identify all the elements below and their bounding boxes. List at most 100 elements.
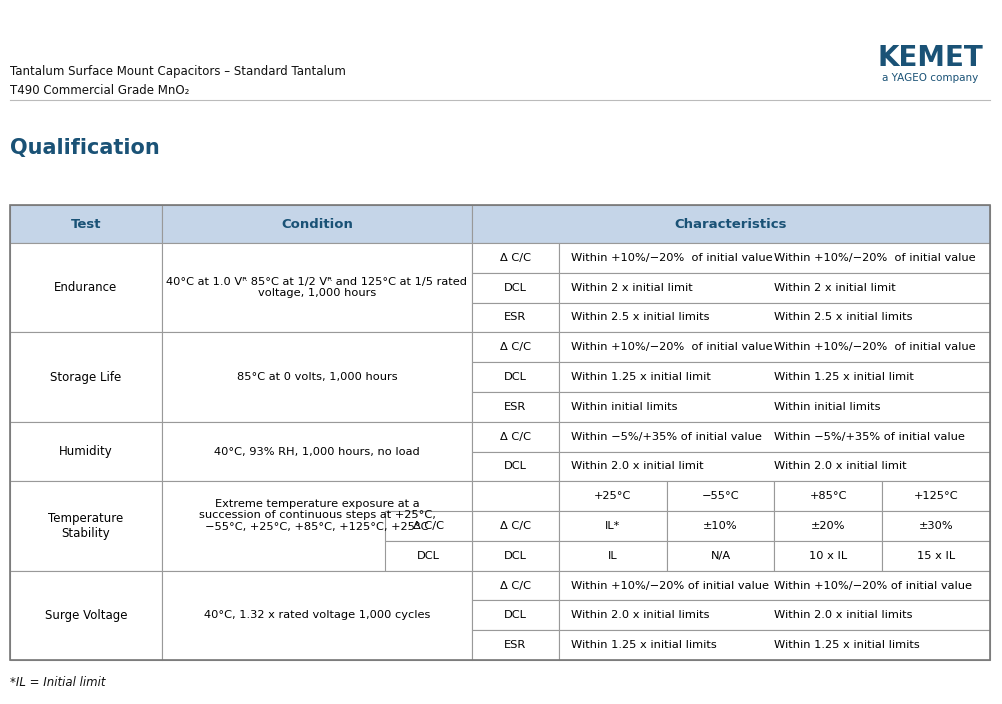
FancyBboxPatch shape	[559, 392, 990, 422]
FancyBboxPatch shape	[162, 332, 472, 422]
Text: Test: Test	[71, 218, 101, 230]
Text: +125°C: +125°C	[914, 491, 959, 501]
Text: 40°C, 1.32 x rated voltage 1,000 cycles: 40°C, 1.32 x rated voltage 1,000 cycles	[203, 610, 430, 620]
Text: Δ C/C: Δ C/C	[413, 521, 444, 531]
FancyBboxPatch shape	[666, 482, 775, 511]
Text: 10 x IL: 10 x IL	[810, 551, 848, 561]
Text: Tantalum Surface Mount Capacitors – Standard Tantalum: Tantalum Surface Mount Capacitors – Stan…	[10, 65, 346, 79]
Text: Within 2.0 x initial limits: Within 2.0 x initial limits	[571, 610, 709, 620]
Text: Within +10%/−20%  of initial value: Within +10%/−20% of initial value	[775, 342, 976, 352]
Text: 15 x IL: 15 x IL	[917, 551, 955, 561]
FancyBboxPatch shape	[10, 571, 162, 660]
Text: ESR: ESR	[504, 313, 527, 322]
FancyBboxPatch shape	[775, 511, 882, 541]
Text: ESR: ESR	[504, 640, 527, 650]
Text: Within 1.25 x initial limit: Within 1.25 x initial limit	[571, 372, 710, 382]
Text: Within 2 x initial limit: Within 2 x initial limit	[571, 283, 692, 293]
FancyBboxPatch shape	[559, 601, 990, 630]
Text: ESR: ESR	[504, 402, 527, 412]
Text: ±10%: ±10%	[703, 521, 737, 531]
Text: ±20%: ±20%	[812, 521, 846, 531]
Text: Within initial limits: Within initial limits	[775, 402, 881, 412]
FancyBboxPatch shape	[472, 511, 559, 541]
FancyBboxPatch shape	[472, 482, 559, 511]
Text: Within +10%/−20%  of initial value: Within +10%/−20% of initial value	[571, 253, 773, 263]
FancyBboxPatch shape	[472, 392, 559, 422]
FancyBboxPatch shape	[882, 511, 990, 541]
FancyBboxPatch shape	[472, 571, 559, 601]
FancyBboxPatch shape	[559, 243, 990, 272]
FancyBboxPatch shape	[882, 541, 990, 571]
Text: Humidity: Humidity	[59, 445, 113, 458]
Text: *IL = Initial limit: *IL = Initial limit	[10, 676, 105, 689]
FancyBboxPatch shape	[472, 332, 559, 362]
FancyBboxPatch shape	[666, 511, 775, 541]
Text: Δ C/C: Δ C/C	[500, 581, 531, 591]
Text: −55°C: −55°C	[701, 491, 739, 501]
FancyBboxPatch shape	[775, 541, 882, 571]
Text: Within 2.0 x initial limit: Within 2.0 x initial limit	[571, 461, 703, 472]
FancyBboxPatch shape	[559, 303, 990, 332]
Text: Δ C/C: Δ C/C	[500, 253, 531, 263]
FancyBboxPatch shape	[559, 332, 990, 362]
FancyBboxPatch shape	[559, 511, 666, 541]
Text: Qualification: Qualification	[10, 138, 159, 158]
FancyBboxPatch shape	[472, 272, 559, 303]
FancyBboxPatch shape	[10, 243, 162, 332]
Text: 40°C, 93% RH, 1,000 hours, no load: 40°C, 93% RH, 1,000 hours, no load	[214, 446, 420, 456]
FancyBboxPatch shape	[559, 571, 990, 601]
Text: +85°C: +85°C	[810, 491, 847, 501]
FancyBboxPatch shape	[775, 482, 882, 511]
Text: ±30%: ±30%	[919, 521, 954, 531]
FancyBboxPatch shape	[882, 482, 990, 511]
Text: Δ C/C: Δ C/C	[500, 432, 531, 441]
Text: Within 2 x initial limit: Within 2 x initial limit	[775, 283, 896, 293]
Text: IL: IL	[608, 551, 617, 561]
FancyBboxPatch shape	[472, 303, 559, 332]
Text: Within +10%/−20%  of initial value: Within +10%/−20% of initial value	[571, 342, 773, 352]
FancyBboxPatch shape	[559, 451, 990, 482]
FancyBboxPatch shape	[559, 630, 990, 660]
Text: KEMET: KEMET	[877, 44, 983, 72]
Text: DCL: DCL	[504, 610, 527, 620]
FancyBboxPatch shape	[559, 362, 990, 392]
Text: Δ C/C: Δ C/C	[500, 342, 531, 352]
FancyBboxPatch shape	[472, 541, 559, 571]
FancyBboxPatch shape	[559, 272, 990, 303]
Text: Extreme temperature exposure at a
succession of continuous steps at +25°C,
−55°C: Extreme temperature exposure at a succes…	[198, 498, 436, 532]
Text: Surge Voltage: Surge Voltage	[45, 609, 127, 622]
Text: Δ C/C: Δ C/C	[500, 521, 531, 531]
Text: DCL: DCL	[504, 551, 527, 561]
Text: T490 Commercial Grade MnO₂: T490 Commercial Grade MnO₂	[10, 84, 189, 96]
FancyBboxPatch shape	[472, 243, 559, 272]
Text: Within +10%/−20% of initial value: Within +10%/−20% of initial value	[775, 581, 973, 591]
FancyBboxPatch shape	[10, 332, 162, 422]
Text: Within 2.5 x initial limits: Within 2.5 x initial limits	[571, 313, 709, 322]
Text: 85°C at 0 volts, 1,000 hours: 85°C at 0 volts, 1,000 hours	[236, 372, 398, 382]
Text: +25°C: +25°C	[594, 491, 631, 501]
FancyBboxPatch shape	[472, 205, 990, 243]
Text: Within +10%/−20% of initial value: Within +10%/−20% of initial value	[571, 581, 769, 591]
Text: Within 1.25 x initial limit: Within 1.25 x initial limit	[775, 372, 915, 382]
FancyBboxPatch shape	[162, 571, 472, 660]
Text: Condition: Condition	[282, 218, 353, 230]
Text: Within 2.5 x initial limits: Within 2.5 x initial limits	[775, 313, 913, 322]
Text: DCL: DCL	[417, 551, 440, 561]
FancyBboxPatch shape	[162, 205, 472, 243]
Text: DCL: DCL	[504, 283, 527, 293]
Text: Within 1.25 x initial limits: Within 1.25 x initial limits	[775, 640, 920, 650]
FancyBboxPatch shape	[10, 422, 162, 482]
FancyBboxPatch shape	[666, 541, 775, 571]
FancyBboxPatch shape	[385, 541, 472, 571]
Text: Within 2.0 x initial limits: Within 2.0 x initial limits	[775, 610, 913, 620]
FancyBboxPatch shape	[162, 422, 472, 482]
FancyBboxPatch shape	[162, 243, 472, 332]
Text: N/A: N/A	[710, 551, 730, 561]
FancyBboxPatch shape	[472, 601, 559, 630]
Text: IL*: IL*	[605, 521, 620, 531]
FancyBboxPatch shape	[472, 362, 559, 392]
Text: Within 2.0 x initial limit: Within 2.0 x initial limit	[775, 461, 907, 472]
FancyBboxPatch shape	[10, 482, 162, 571]
Text: DCL: DCL	[504, 372, 527, 382]
Text: 40°C at 1.0 Vᴿ 85°C at 1/2 Vᴿ and 125°C at 1/5 rated
voltage, 1,000 hours: 40°C at 1.0 Vᴿ 85°C at 1/2 Vᴿ and 125°C …	[166, 277, 468, 298]
